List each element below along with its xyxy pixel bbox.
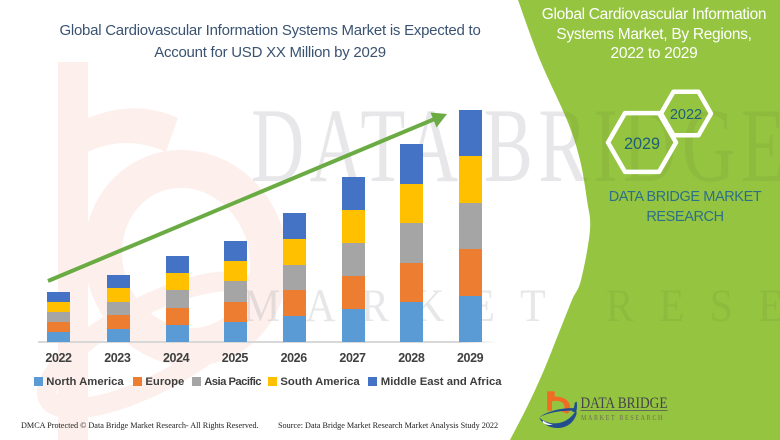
svg-text:2022: 2022 xyxy=(670,107,702,123)
svg-text:DATA BRIDGE: DATA BRIDGE xyxy=(581,395,668,412)
svg-text:2029: 2029 xyxy=(624,135,660,153)
svg-text:MARKET RESEARCH: MARKET RESEARCH xyxy=(581,413,664,422)
